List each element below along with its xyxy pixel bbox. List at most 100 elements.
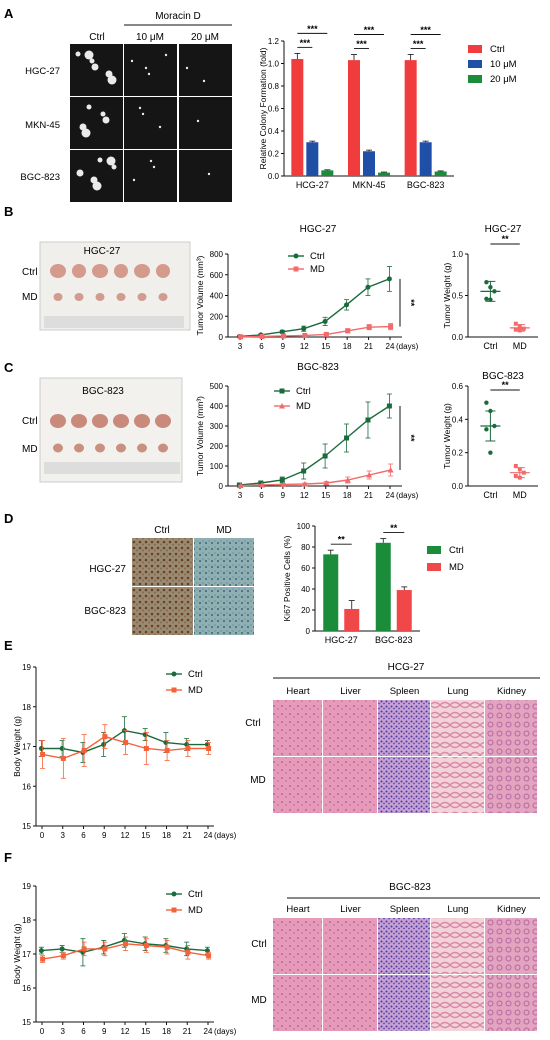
- data-point: [259, 482, 266, 488]
- colony-image: [70, 97, 123, 149]
- colony-spot: [152, 165, 156, 169]
- colony-spot: [202, 79, 206, 83]
- y-axis-label: Ki67 Positive Cells (%): [282, 535, 292, 621]
- data-point: [388, 324, 394, 330]
- tumor-md: [116, 293, 126, 301]
- photo-row-label: MD: [22, 444, 38, 455]
- x-tick-label: 24: [386, 342, 395, 351]
- data-point: [40, 751, 46, 757]
- he-image: [323, 700, 377, 756]
- colony-spot: [130, 59, 134, 63]
- data-point: [81, 747, 87, 753]
- bar: [344, 608, 360, 631]
- tumor-ctrl: [92, 414, 108, 428]
- x-tick-label: 18: [162, 831, 171, 840]
- data-point: [143, 943, 149, 948]
- he-image: [323, 975, 377, 1031]
- data-point: [301, 468, 307, 474]
- data-point: [322, 453, 328, 459]
- y-tick-label: 19: [22, 882, 31, 891]
- colony-spot: [81, 128, 91, 138]
- y-tick-label: 17: [22, 950, 31, 959]
- y-axis-label: Tumor Volume (mm³): [195, 396, 205, 476]
- panel-letter-b: B: [4, 204, 13, 219]
- x-tick-label: 0: [40, 1027, 45, 1036]
- y-tick-label: 40: [301, 585, 310, 594]
- y-tick-label: 80: [301, 543, 310, 552]
- tumor-photo-bgc823: BGC-823 Ctrl MD: [22, 377, 183, 483]
- y-tick-label: 300: [210, 422, 224, 431]
- y-tick-label: 18: [22, 703, 31, 712]
- ihc-image: [194, 587, 254, 635]
- data-point: [185, 745, 191, 751]
- x-tick-label: 18: [162, 1027, 171, 1036]
- y-tick-label: 60: [301, 564, 310, 573]
- data-point: [279, 403, 285, 409]
- tumor-ctrl: [134, 414, 150, 428]
- legend-swatch: [468, 60, 482, 68]
- x-tick-label: 21: [364, 342, 373, 351]
- data-point: [301, 326, 307, 332]
- colony-spot: [207, 172, 211, 176]
- tumor-ctrl: [50, 414, 66, 428]
- colony-row-label: BGC-823: [20, 172, 60, 183]
- colony-spot: [86, 104, 92, 110]
- bar: [378, 172, 390, 176]
- colony-row-label: MKN-45: [25, 120, 60, 131]
- x-tick-label: 12: [300, 491, 309, 500]
- he-row-label: Ctrl: [245, 718, 261, 729]
- photo-background: [39, 241, 191, 331]
- bar: [321, 170, 334, 176]
- colony-spot: [75, 51, 81, 57]
- bar: [306, 142, 319, 176]
- legend-label: Ctrl: [188, 889, 203, 900]
- colony-spot: [92, 181, 102, 191]
- tissue-label: Lung: [447, 904, 468, 915]
- y-tick-label: 500: [210, 382, 224, 391]
- photo-title: BGC-823: [82, 386, 124, 397]
- legend-label: Ctrl: [188, 669, 203, 680]
- colony-spot: [138, 106, 142, 110]
- x-axis-unit: (days): [396, 491, 419, 500]
- data-point: [38, 745, 44, 751]
- chart-title: BGC-823: [482, 371, 524, 382]
- he-image: [431, 757, 484, 813]
- x-tick-label: 3: [61, 1027, 66, 1036]
- x-tick-label: 12: [121, 831, 130, 840]
- significance-mark: ***: [420, 25, 431, 35]
- data-point: [143, 745, 149, 751]
- legend-label: MD: [449, 562, 464, 573]
- colony-header-10um: 10 μM: [136, 32, 164, 43]
- y-axis-label: Body Weight (g): [12, 923, 22, 984]
- x-tick-label: 0: [40, 831, 45, 840]
- data-point: [344, 477, 351, 483]
- x-tick-label: 6: [81, 831, 86, 840]
- y-tick-label: 100: [297, 522, 311, 531]
- x-tick-label: 9: [281, 342, 286, 351]
- tissue-label: Spleen: [390, 686, 420, 697]
- data-point: [60, 755, 66, 761]
- colony-row-label: HGC-27: [25, 66, 60, 77]
- y-tick-label: 1.2: [268, 37, 280, 46]
- data-point: [365, 417, 371, 423]
- bar: [291, 59, 304, 176]
- series-line: [240, 325, 391, 338]
- chart-C_volume: 0 100 200 300 400 500 Tumor Volume (mm³) 3 6 9 12 1…: [195, 362, 419, 500]
- x-tick-label: Ctrl: [483, 341, 497, 351]
- x-axis-unit: (days): [214, 1027, 237, 1036]
- colony-spot: [141, 112, 145, 116]
- tumor-md: [137, 443, 147, 453]
- x-tick-label: 15: [321, 342, 330, 351]
- bar: [404, 60, 417, 176]
- tumor-md: [53, 443, 63, 453]
- colony-spot: [97, 157, 103, 163]
- panel-letter-d: D: [4, 511, 13, 526]
- he-image: [378, 918, 430, 974]
- he-grid-hcg27: HCG-27 Ctrl MD Heart Liver Spleen Lung Kidne…: [245, 662, 540, 813]
- he-image: [485, 757, 537, 813]
- data-point: [513, 464, 518, 468]
- x-tick-label: 24: [204, 1027, 213, 1036]
- colony-spot: [144, 66, 148, 70]
- significance-mark: ***: [364, 25, 375, 35]
